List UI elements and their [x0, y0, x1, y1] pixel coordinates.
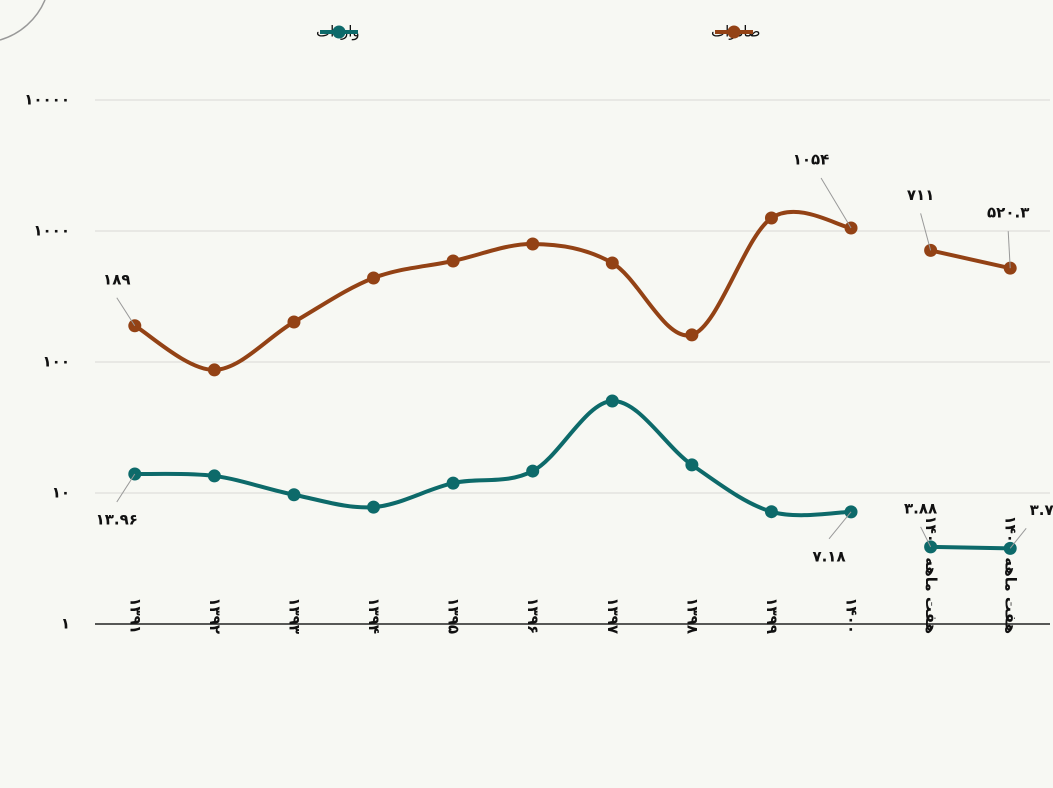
x-tick-label: ۱۳۹۸ — [683, 597, 701, 634]
data-point — [764, 211, 778, 225]
data-label: ۳.۸۸ — [904, 499, 937, 517]
x-tick-label: ۱۳۹۹ — [763, 597, 781, 634]
leader-line — [828, 511, 852, 540]
x-tick-label: ۱۴۰۰ — [843, 597, 861, 634]
data-point — [287, 315, 301, 329]
data-label: ۵۲۰.۳ — [987, 204, 1029, 222]
y-tick-label: ۱ — [61, 615, 70, 633]
x-tick-label: ۱۳۹۳ — [285, 597, 303, 634]
data-point — [685, 458, 699, 472]
x-tick-label: ۱۳۹۷ — [604, 597, 622, 634]
legend-marker — [332, 25, 346, 39]
legend-marker — [727, 25, 741, 39]
data-point — [207, 363, 221, 377]
y-tick-label: ۱۰۰۰ — [33, 222, 70, 240]
x-tick-label: ۱۳۹۱ — [126, 597, 144, 634]
series-line — [134, 398, 852, 518]
data-point — [685, 328, 699, 342]
leader-line — [920, 526, 932, 548]
x-tick-label: ۱۳۹۲ — [206, 597, 224, 634]
leader-line — [116, 297, 136, 327]
leader-line — [1009, 528, 1027, 549]
x-tick-label: ۱۳۹۶ — [524, 597, 542, 634]
data-label: ۷.۱۸ — [812, 547, 845, 565]
data-label: ۷۱۱ — [907, 186, 934, 204]
data-point — [367, 271, 381, 285]
corner-decoration — [0, 0, 46, 41]
y-tick-label: ۱۰ — [52, 484, 70, 502]
data-point — [207, 469, 221, 483]
data-point — [605, 394, 619, 408]
data-point — [924, 243, 938, 257]
x-tick-label: ۱۳۹۵ — [445, 597, 463, 634]
data-point — [446, 254, 460, 268]
data-point — [526, 237, 540, 251]
series-line — [133, 210, 852, 372]
data-point — [526, 464, 540, 478]
data-point — [367, 500, 381, 514]
data-label: ۱۰۵۴ — [793, 151, 830, 169]
series-line — [930, 544, 1011, 551]
leader-line — [1007, 231, 1011, 269]
x-tick-label: ۱۳۹۴ — [365, 597, 383, 634]
y-tick-label: ۱۰۰۰۰ — [24, 91, 70, 109]
data-point — [764, 505, 778, 519]
x-tick-label: هفت ماهه ۱۴۰۱ — [1002, 515, 1020, 634]
leader-line — [820, 177, 852, 229]
data-point — [605, 256, 619, 270]
data-point — [446, 476, 460, 490]
data-point — [844, 505, 858, 519]
y-tick-label: ۱۰۰ — [43, 353, 70, 371]
x-tick-label: هفت ماهه ۱۴۰۰ — [922, 515, 940, 634]
data-label: ۱۳.۹۶ — [96, 511, 138, 529]
leader-line — [920, 213, 932, 251]
data-label: ۱۸۹ — [103, 270, 130, 288]
data-point — [287, 488, 301, 502]
data-label: ۳.۷۸ — [1030, 501, 1053, 519]
leader-line — [116, 473, 136, 503]
